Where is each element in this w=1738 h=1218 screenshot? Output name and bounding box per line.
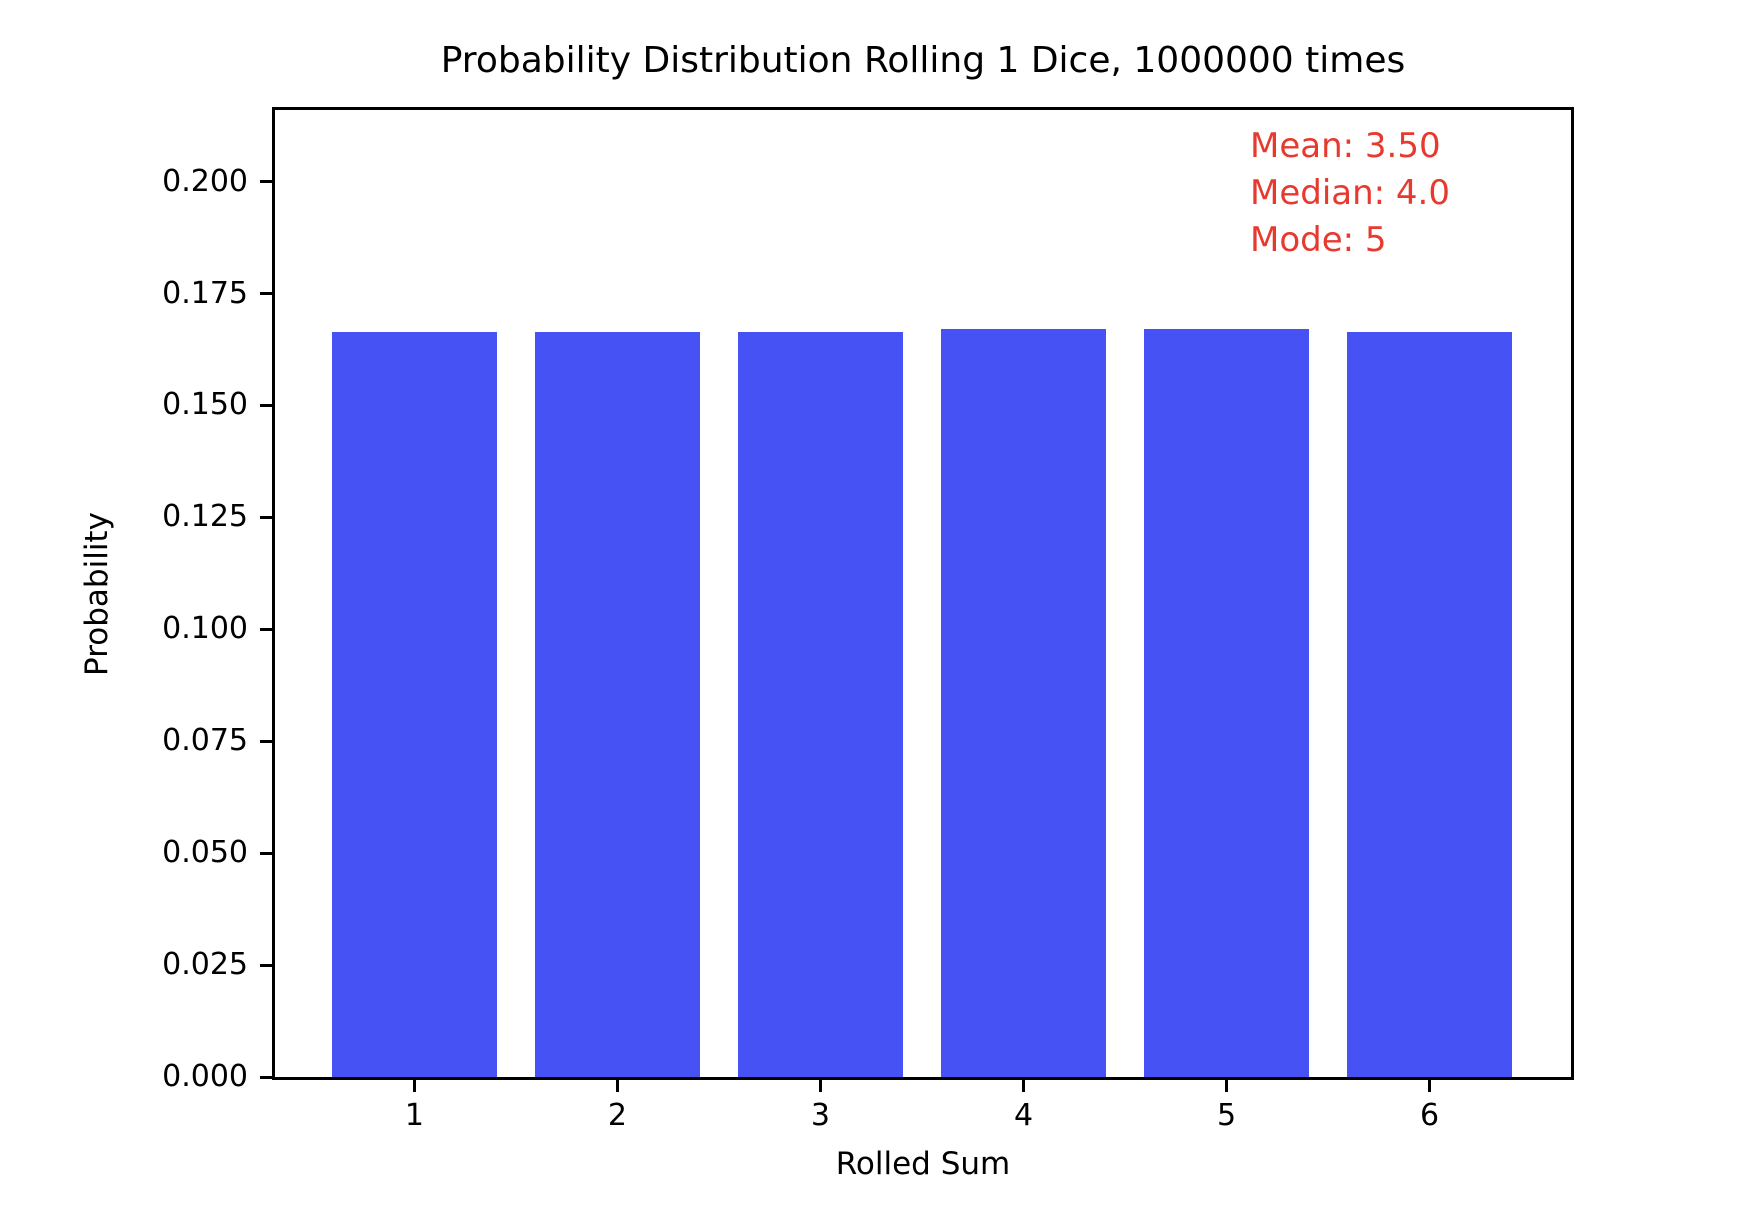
bar-5 <box>1144 328 1309 1077</box>
bar-1 <box>332 331 497 1077</box>
y-tick-mark <box>260 180 272 184</box>
y-axis-label: Probability <box>79 512 115 676</box>
y-tick-mark <box>260 1075 272 1079</box>
x-tick-label: 5 <box>1216 1098 1237 1133</box>
plot-area: Mean: 3.50 Median: 4.0 Mode: 5 <box>272 107 1574 1080</box>
bar-4 <box>941 329 1106 1077</box>
y-tick-label: 0.175 <box>162 275 248 311</box>
y-tick-label: 0.075 <box>162 723 248 759</box>
y-tick-label: 0.000 <box>162 1059 248 1094</box>
x-tick-mark <box>1021 1080 1025 1092</box>
y-tick-mark <box>260 627 272 631</box>
x-tick-mark <box>1428 1080 1431 1092</box>
y-tick-label: 0.150 <box>162 387 248 423</box>
chart-title: Probability Distribution Rolling 1 Dice,… <box>440 40 1406 81</box>
stat-mean: Mean: 3.50 <box>1250 126 1441 166</box>
y-tick-mark <box>260 292 272 296</box>
y-tick-label: 0.125 <box>162 499 248 535</box>
x-tick-label: 2 <box>607 1098 628 1133</box>
y-tick-label: 0.200 <box>162 163 248 199</box>
bar-3 <box>738 331 903 1077</box>
y-tick-label: 0.050 <box>162 835 248 871</box>
y-tick-mark <box>260 963 272 967</box>
y-tick-label: 0.100 <box>162 611 248 647</box>
stat-mode: Mode: 5 <box>1250 220 1387 260</box>
x-tick-mark <box>412 1080 416 1092</box>
x-tick-label: 4 <box>1013 1098 1034 1133</box>
y-tick-label: 0.025 <box>162 947 248 983</box>
x-tick-label: 1 <box>404 1098 424 1133</box>
bar-6 <box>1347 331 1512 1077</box>
y-tick-mark <box>260 739 272 743</box>
x-axis-label: Rolled Sum <box>835 1146 1011 1182</box>
x-tick-mark <box>818 1080 822 1092</box>
y-tick-mark <box>260 851 272 855</box>
y-tick-mark <box>260 403 272 407</box>
x-tick-label: 3 <box>810 1098 831 1133</box>
stat-median: Median: 4.0 <box>1250 173 1450 213</box>
stats-annotation: Mean: 3.50 Median: 4.0 Mode: 5 <box>1250 123 1450 264</box>
y-tick-mark <box>260 515 272 519</box>
x-tick-mark <box>615 1080 619 1092</box>
bar-2 <box>535 332 700 1077</box>
x-tick-label: 6 <box>1419 1098 1440 1133</box>
x-tick-mark <box>1224 1080 1228 1092</box>
